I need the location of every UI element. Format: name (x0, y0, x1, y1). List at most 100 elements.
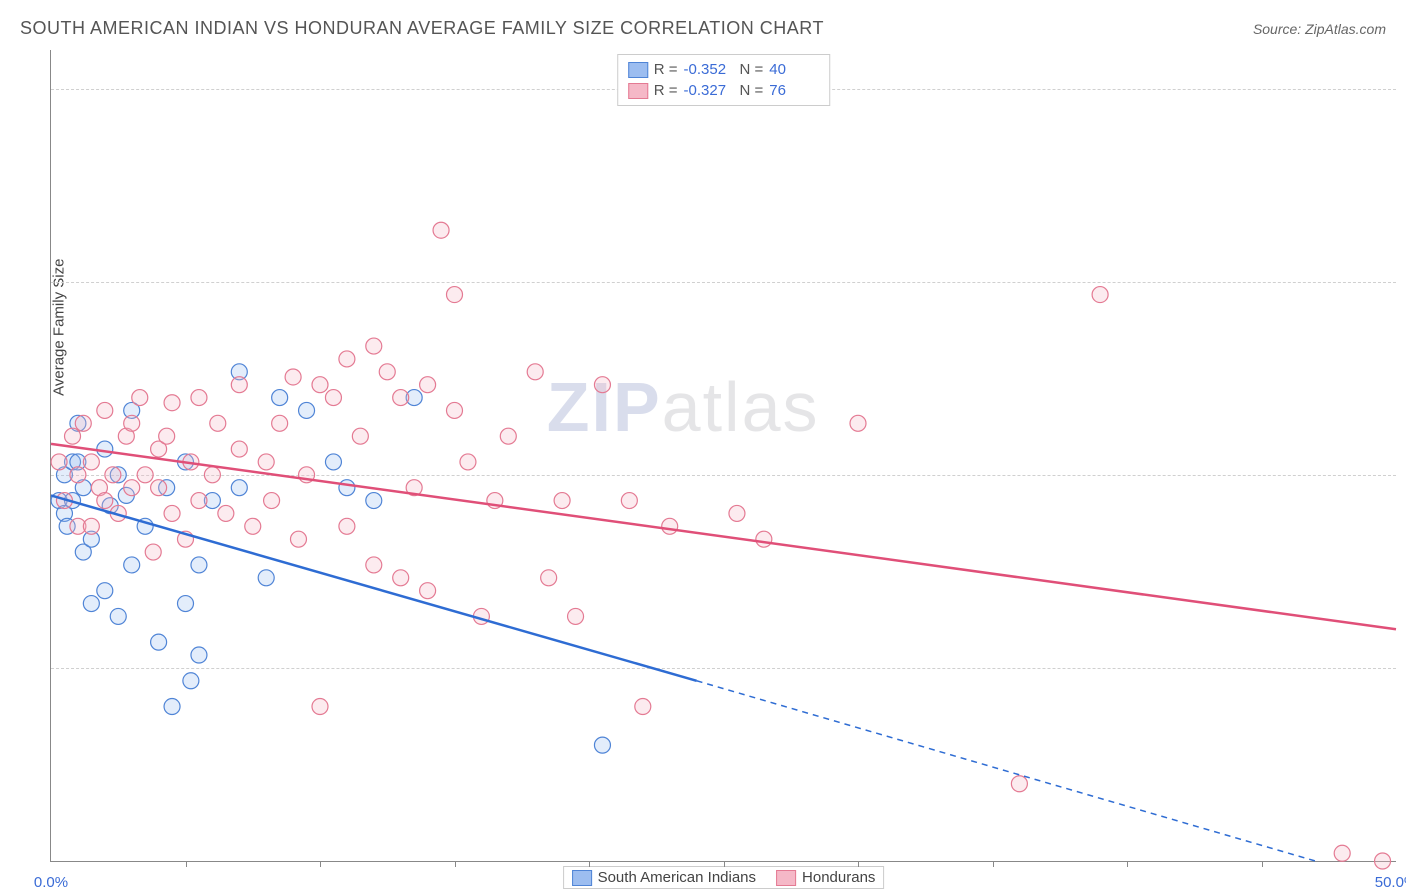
data-point (366, 557, 382, 573)
x-tick-mark (858, 861, 859, 867)
data-point (325, 454, 341, 470)
data-point (290, 531, 306, 547)
data-point (159, 428, 175, 444)
data-point (137, 467, 153, 483)
data-point (191, 647, 207, 663)
data-point (447, 402, 463, 418)
series-legend: South American Indians Hondurans (563, 866, 885, 889)
data-point (527, 364, 543, 380)
source-attribution: Source: ZipAtlas.com (1253, 21, 1386, 37)
data-point (447, 287, 463, 303)
data-point (554, 493, 570, 509)
x-tick-mark (455, 861, 456, 867)
stat-n-value: 76 (769, 82, 819, 99)
data-point (541, 570, 557, 586)
data-point (164, 505, 180, 521)
data-point (393, 390, 409, 406)
data-point (97, 583, 113, 599)
data-point (1092, 287, 1108, 303)
data-point (325, 390, 341, 406)
data-point (299, 402, 315, 418)
stat-n-label: N = (740, 61, 764, 78)
series-legend-item: Hondurans (776, 869, 875, 886)
x-tick-mark (993, 861, 994, 867)
data-point (1334, 845, 1350, 861)
data-point (460, 454, 476, 470)
data-point (729, 505, 745, 521)
stat-n-value: 40 (769, 61, 819, 78)
stats-legend: R =-0.352N =40R =-0.327N =76 (617, 54, 831, 106)
data-point (97, 493, 113, 509)
data-point (1011, 776, 1027, 792)
series-legend-label: South American Indians (598, 869, 756, 886)
data-point (191, 493, 207, 509)
data-point (339, 518, 355, 534)
data-point (218, 505, 234, 521)
data-point (621, 493, 637, 509)
trend-line (51, 495, 697, 680)
series-legend-label: Hondurans (802, 869, 875, 886)
legend-swatch (628, 62, 648, 78)
data-point (366, 338, 382, 354)
data-point (264, 493, 280, 509)
data-point (83, 454, 99, 470)
data-point (145, 544, 161, 560)
data-point (500, 428, 516, 444)
stat-n-label: N = (740, 82, 764, 99)
data-point (164, 395, 180, 411)
data-point (594, 737, 610, 753)
data-point (70, 467, 86, 483)
stats-legend-row: R = -0.352 N = 40 (628, 59, 820, 80)
data-point (272, 415, 288, 431)
data-point (75, 415, 91, 431)
legend-swatch (776, 870, 796, 886)
data-point (635, 699, 651, 715)
x-tick-mark (186, 861, 187, 867)
data-point (231, 480, 247, 496)
data-point (204, 467, 220, 483)
y-tick-label: 4.25 (1401, 273, 1406, 290)
x-tick-mark (1127, 861, 1128, 867)
data-point (433, 222, 449, 238)
data-point (124, 480, 140, 496)
data-point (97, 441, 113, 457)
data-point (339, 480, 355, 496)
x-tick-label: 50.0% (1375, 874, 1406, 891)
data-point (210, 415, 226, 431)
x-tick-mark (320, 861, 321, 867)
trend-line-extrapolated (697, 681, 1316, 861)
data-point (850, 415, 866, 431)
data-point (594, 377, 610, 393)
data-point (662, 518, 678, 534)
data-point (124, 557, 140, 573)
stat-r-label: R = (654, 61, 678, 78)
data-point (339, 351, 355, 367)
data-point (83, 596, 99, 612)
y-tick-label: 3.50 (1401, 466, 1406, 483)
plot-area: Average Family Size ZIPatlas R =-0.352N … (50, 50, 1396, 862)
data-point (379, 364, 395, 380)
stat-r-label: R = (654, 82, 678, 99)
trend-line (51, 444, 1396, 629)
data-point (65, 428, 81, 444)
data-point (245, 518, 261, 534)
data-point (258, 570, 274, 586)
x-tick-mark (724, 861, 725, 867)
stat-r-value: -0.352 (684, 61, 734, 78)
data-point (258, 454, 274, 470)
chart-title: SOUTH AMERICAN INDIAN VS HONDURAN AVERAG… (20, 18, 824, 39)
x-tick-mark (589, 861, 590, 867)
data-point (231, 377, 247, 393)
data-point (352, 428, 368, 444)
data-point (1375, 853, 1391, 869)
data-point (312, 377, 328, 393)
data-point (420, 583, 436, 599)
data-point (272, 390, 288, 406)
x-tick-mark (1262, 861, 1263, 867)
legend-swatch (572, 870, 592, 886)
data-point (285, 369, 301, 385)
y-tick-label: 2.75 (1401, 659, 1406, 676)
data-point (366, 493, 382, 509)
data-point (110, 608, 126, 624)
data-point (105, 467, 121, 483)
